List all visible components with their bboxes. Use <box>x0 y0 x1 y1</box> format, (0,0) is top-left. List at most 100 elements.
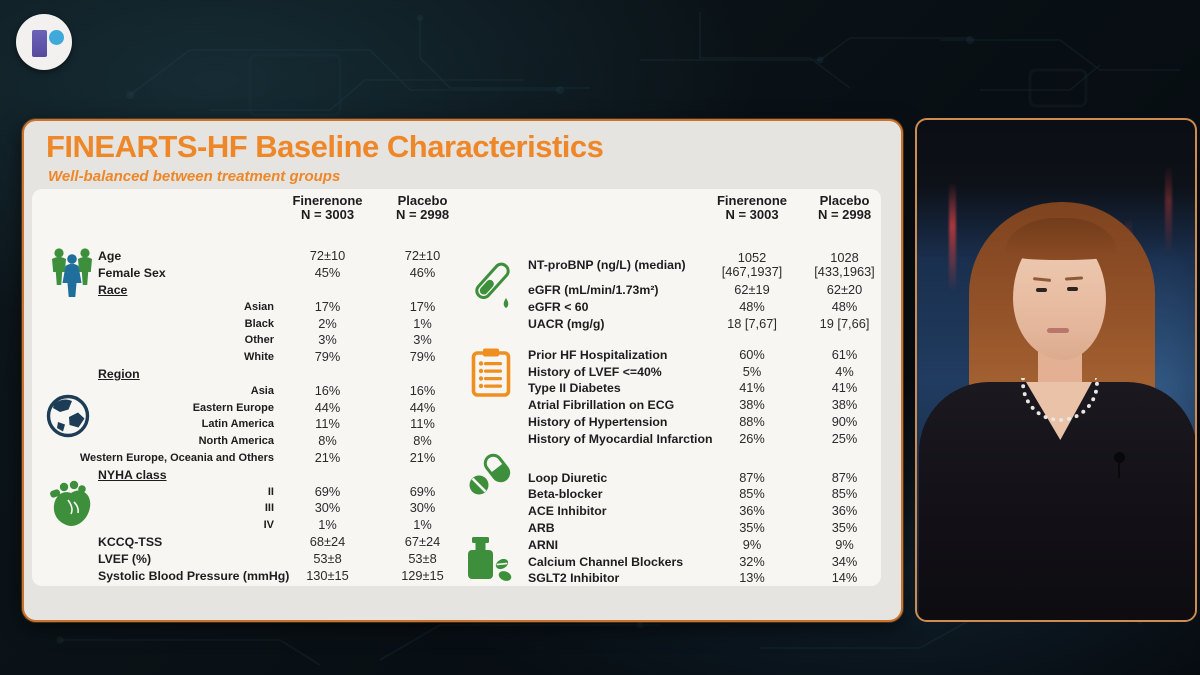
presenter-video-panel <box>915 118 1197 622</box>
finerenone-value: 13% <box>739 570 765 586</box>
placebo-value: 90% <box>831 413 858 429</box>
row-label: Prior HF Hospitalization <box>528 347 668 362</box>
row-label: Other <box>244 334 274 347</box>
finerenone-value: 5% <box>742 363 762 379</box>
finerenone-column-header: Finerenone N = 3003 <box>716 193 788 223</box>
table-row: Female Sex 45% 46% <box>70 265 470 282</box>
row-label: III <box>264 502 274 515</box>
presenter-hair-fringe <box>1005 218 1117 260</box>
placebo-value: 19 [7,66] <box>819 315 870 331</box>
finerenone-value: 8% <box>318 433 337 449</box>
finerenone-value: 32% <box>739 553 765 569</box>
row-label: SGLT2 Inhibitor <box>528 571 620 586</box>
placebo-value: 35% <box>831 519 858 535</box>
table-row: Atrial Fibrillation on ECG 38% 38% <box>502 397 892 414</box>
table-row: ACE Inhibitor 36% 36% <box>502 503 892 520</box>
finerenone-value: 36% <box>739 503 765 519</box>
placebo-value: 69% <box>409 483 436 499</box>
row-label: Atrial Fibrillation on ECG <box>528 398 675 413</box>
table-row: Asian 17% 17% <box>70 298 470 315</box>
finerenone-value: 41% <box>739 380 765 396</box>
placebo-value: 46% <box>409 265 436 281</box>
row-label: Age <box>98 249 122 264</box>
placebo-value: 1% <box>413 517 432 533</box>
placebo-value: 1% <box>413 315 432 331</box>
table-row: Age 72±10 72±10 <box>70 248 470 265</box>
finerenone-value: 60% <box>739 346 765 362</box>
finerenone-value: 48% <box>739 299 765 315</box>
placebo-value: 16% <box>409 382 436 398</box>
header-spacer <box>70 194 280 223</box>
row-label: Latin America <box>201 418 274 431</box>
table-row: IV 1% 1% <box>70 517 470 534</box>
row-label: Race <box>98 282 128 297</box>
finerenone-value: 53±8 <box>313 550 342 566</box>
test-tube-icon <box>475 262 510 308</box>
finerenone-value: 9% <box>742 536 762 552</box>
placebo-value: 129±15 <box>401 567 444 583</box>
table-row: SGLT2 Inhibitor 13% 14% <box>502 570 892 587</box>
right-table-header: Finerenone N = 3003 Placebo N = 2998 <box>502 193 892 223</box>
placebo-value: 1028 [433,1963] <box>814 249 875 279</box>
table-row: Region <box>70 366 470 383</box>
finerenone-value: 72±10 <box>309 248 346 264</box>
row-label: History of LVEF <=40% <box>528 364 662 379</box>
placebo-value: 14% <box>831 570 858 586</box>
finerenone-value: 85% <box>739 486 765 502</box>
logo-dot-shape <box>49 30 64 45</box>
table-row: Latin America 11% 11% <box>70 416 470 433</box>
row-label: Beta-blocker <box>528 487 603 502</box>
left-table: Age 72±10 72±10 Female Sex 45% 46% Race Asian 17… <box>70 248 470 584</box>
finerenone-value: 18 [7,67] <box>727 315 777 331</box>
row-label: NT-proBNP (ng/L) (median) <box>528 258 686 272</box>
placebo-value: 41% <box>831 380 858 396</box>
finerenone-value: 16% <box>314 382 341 398</box>
presenter-mouth <box>1047 328 1069 333</box>
placebo-value: 3% <box>413 332 432 348</box>
placebo-value: 8% <box>413 433 432 449</box>
r-logo <box>16 14 72 70</box>
row-label: UACR (mg/g) <box>528 316 605 331</box>
row-label: ARB <box>528 520 555 535</box>
row-label: Female Sex <box>98 266 166 281</box>
medicine-bottle-icon <box>468 537 512 581</box>
left-table-header: Finerenone N = 3003 Placebo N = 2998 <box>70 193 470 223</box>
pills-icon <box>469 453 511 495</box>
row-label: Asian <box>244 300 274 313</box>
placebo-value: 87% <box>831 469 858 485</box>
table-gap <box>502 447 892 469</box>
row-label: Type II Diabetes <box>528 381 621 396</box>
table-row: Race <box>70 282 470 299</box>
placebo-value: 53±8 <box>408 550 437 566</box>
presentation-slide: FINEARTS-HF Baseline Characteristics Wel… <box>22 119 903 622</box>
finerenone-value: 44% <box>314 399 341 415</box>
placebo-value: 34% <box>831 553 858 569</box>
table-row: History of LVEF <=40% 5% 4% <box>502 363 892 380</box>
finerenone-value: 62±19 <box>734 282 770 298</box>
finerenone-value: 21% <box>314 449 341 465</box>
finerenone-value: 130±15 <box>306 567 349 583</box>
row-label: LVEF (%) <box>98 551 152 566</box>
finerenone-value: 88% <box>739 413 765 429</box>
row-label: North America <box>198 435 274 448</box>
right-table: NT-proBNP (ng/L) (median) 1052 [467,1937]… <box>502 248 892 587</box>
finerenone-value: 79% <box>314 349 341 365</box>
placebo-value: 79% <box>409 349 436 365</box>
table-row: NT-proBNP (ng/L) (median) 1052 [467,1937]… <box>502 248 892 282</box>
presenter-eye <box>1036 288 1047 292</box>
finerenone-value: 1052 [467,1937] <box>721 249 783 279</box>
clipboard-icon <box>471 348 511 397</box>
finerenone-value: 2% <box>318 315 337 331</box>
placebo-value: 25% <box>831 430 858 446</box>
row-label: Calcium Channel Blockers <box>528 554 684 569</box>
table-row: Loop Diuretic 87% 87% <box>502 469 892 486</box>
table-row: Prior HF Hospitalization 60% 61% <box>502 346 892 363</box>
row-label: NYHA class <box>98 467 167 482</box>
placebo-value: 36% <box>831 503 858 519</box>
table-row: II 69% 69% <box>70 483 470 500</box>
placebo-value: 72±10 <box>404 248 441 264</box>
placebo-value: 17% <box>409 298 436 314</box>
table-row: Eastern Europe 44% 44% <box>70 399 470 416</box>
table-card: Finerenone N = 3003 Placebo N = 2998 Fin… <box>32 189 881 586</box>
